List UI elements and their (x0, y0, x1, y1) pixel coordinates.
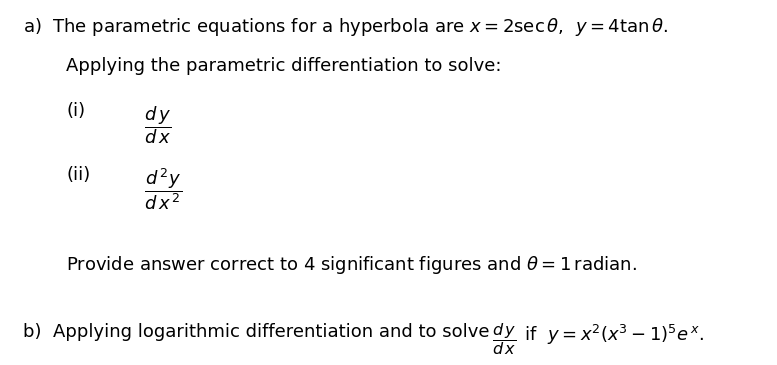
Text: (ii): (ii) (66, 166, 90, 184)
Text: $\dfrac{d\,y}{d\,x}$: $\dfrac{d\,y}{d\,x}$ (144, 104, 171, 146)
Text: (i): (i) (66, 102, 85, 120)
Text: a)  The parametric equations for a hyperbola are $x = 2\sec\theta$,  $y = 4\tan\: a) The parametric equations for a hyperb… (23, 16, 669, 38)
Text: $\dfrac{d^{\,2}y}{d\,x^{\,2}}$: $\dfrac{d^{\,2}y}{d\,x^{\,2}}$ (144, 166, 182, 212)
Text: Applying the parametric differentiation to solve:: Applying the parametric differentiation … (66, 57, 501, 74)
Text: Provide answer correct to 4 significant figures and $\theta = 1\,\mathrm{radian}: Provide answer correct to 4 significant … (66, 254, 637, 276)
Text: if  $y = x^{2}(x^{3}-1)^{5}e^{\,x}$.: if $y = x^{2}(x^{3}-1)^{5}e^{\,x}$. (519, 323, 704, 347)
Text: b)  Applying logarithmic differentiation and to solve: b) Applying logarithmic differentiation … (23, 323, 490, 341)
Text: $\dfrac{d\,y}{d\,x}$: $\dfrac{d\,y}{d\,x}$ (492, 321, 516, 357)
